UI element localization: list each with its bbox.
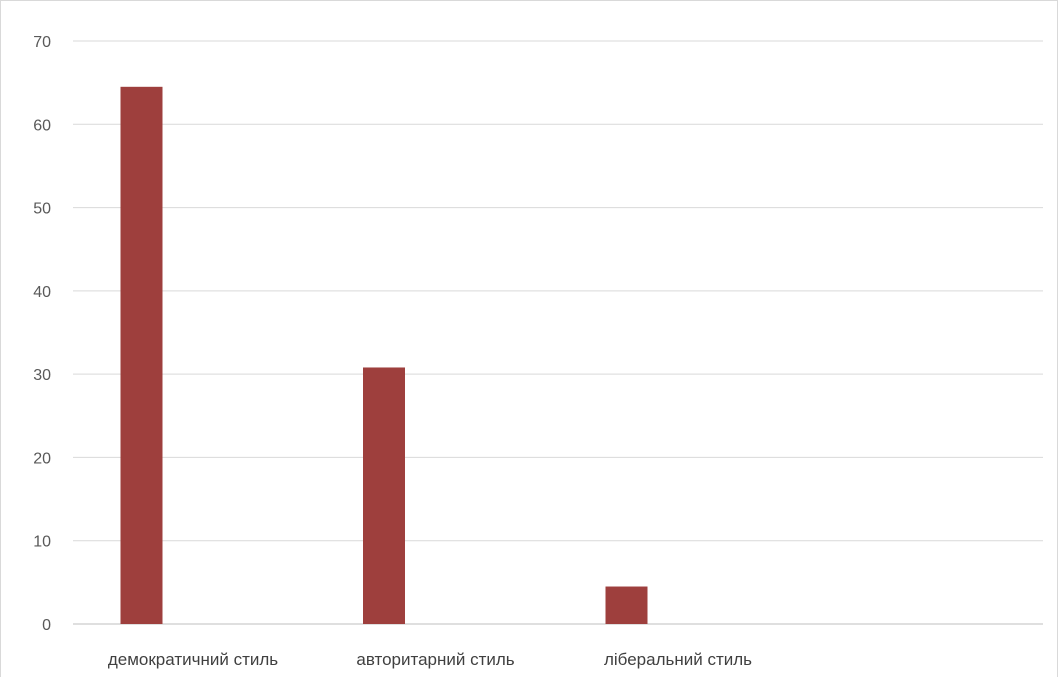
x-category-label: авторитарний стиль <box>356 650 514 669</box>
bar <box>605 586 648 624</box>
y-axis-tick-labels: 0 10 20 30 40 50 60 70 <box>33 34 51 634</box>
y-tick-label: 70 <box>33 34 51 51</box>
x-category-label: демократичний стиль <box>108 650 278 669</box>
y-tick-label: 10 <box>33 534 51 551</box>
y-tick-label: 60 <box>33 117 51 134</box>
y-tick-label: 50 <box>33 201 51 218</box>
x-category-label: ліберальний стиль <box>604 650 752 669</box>
gridlines <box>73 40 1043 625</box>
bar <box>120 86 163 625</box>
y-tick-label: 0 <box>42 617 51 634</box>
bar <box>363 367 405 624</box>
y-tick-label: 20 <box>33 450 51 467</box>
y-tick-label: 30 <box>33 367 51 384</box>
y-tick-label: 40 <box>33 284 51 301</box>
bars <box>120 86 648 625</box>
x-axis-category-labels: демократичний стиль авторитарний стиль ліб… <box>108 650 752 669</box>
